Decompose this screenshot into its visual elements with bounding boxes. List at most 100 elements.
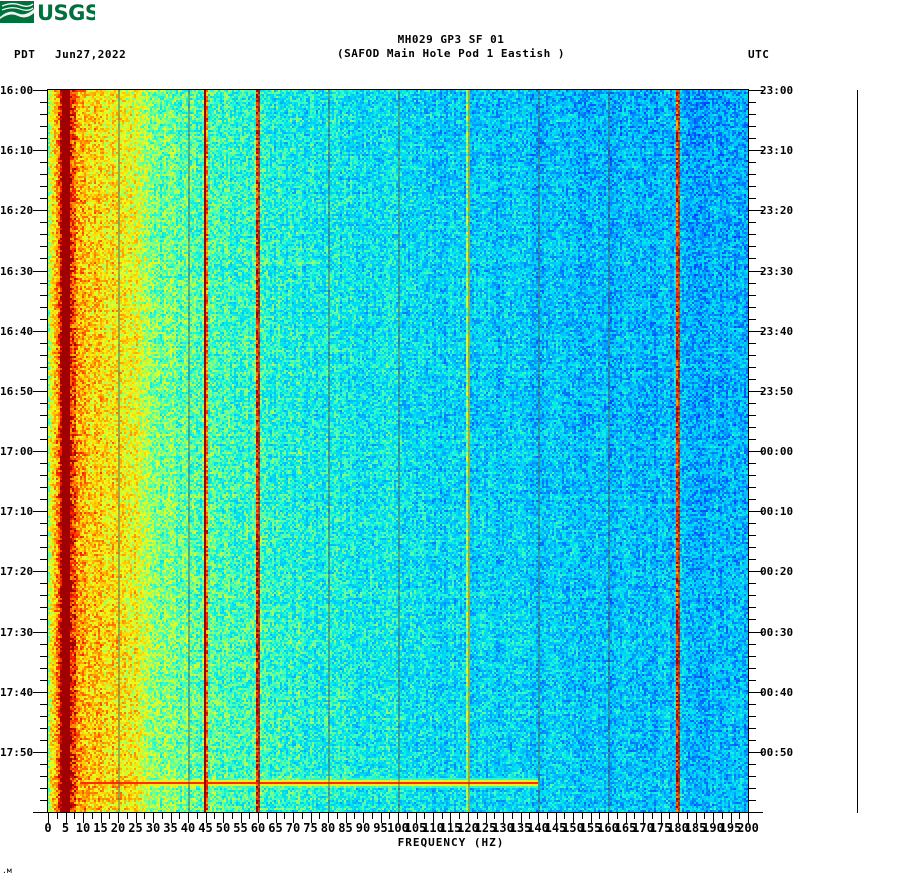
- time-tick-major-right: [749, 90, 763, 91]
- freq-tick-minor: [634, 813, 635, 819]
- freq-tick-minor: [547, 813, 548, 819]
- utc-label: UTC: [748, 48, 770, 61]
- freq-tick-minor: [284, 813, 285, 819]
- freq-tick-major: [136, 813, 137, 823]
- time-label-utc: 00:50: [760, 746, 794, 759]
- time-tick-minor-right: [749, 788, 756, 789]
- freq-tick-minor: [267, 813, 268, 819]
- freq-label: 20: [110, 821, 126, 835]
- freq-label: 155: [579, 821, 602, 835]
- freq-label: 15: [93, 821, 108, 835]
- time-tick-minor-right: [749, 126, 756, 127]
- freq-tick-minor: [564, 813, 565, 819]
- time-tick-minor-left: [40, 222, 47, 223]
- time-tick-minor-right: [749, 186, 756, 187]
- freq-tick-major: [503, 813, 504, 823]
- time-tick-minor-left: [40, 607, 47, 608]
- time-tick-minor-left: [40, 776, 47, 777]
- time-label-utc: 23:30: [760, 265, 794, 278]
- time-tick-major-right: [749, 692, 763, 693]
- time-tick-major-left: [33, 90, 47, 91]
- time-tick-minor-right: [749, 234, 756, 235]
- freq-tick-major: [591, 813, 592, 823]
- freq-tick-major: [521, 813, 522, 823]
- freq-label: 110: [422, 821, 444, 835]
- freq-tick-major: [381, 813, 382, 823]
- freq-label: 0: [44, 821, 52, 835]
- time-tick-minor-right: [749, 138, 756, 139]
- freq-tick-major: [678, 813, 679, 823]
- freq-label: 170: [632, 821, 654, 835]
- time-tick-minor-left: [40, 764, 47, 765]
- time-tick-minor-right: [749, 295, 756, 296]
- freq-label: 160: [597, 821, 619, 835]
- time-tick-minor-right: [749, 499, 756, 500]
- time-tick-minor-left: [40, 668, 47, 669]
- time-tick-minor-right: [749, 367, 756, 368]
- time-tick-major-right: [749, 150, 763, 151]
- time-tick-minor-right: [749, 102, 756, 103]
- freq-tick-minor: [127, 813, 128, 819]
- freq-label: 145: [544, 821, 567, 835]
- time-tick-major-right: [749, 271, 763, 272]
- date-label: Jun27,2022: [55, 48, 127, 61]
- time-tick-major-left: [33, 752, 47, 753]
- time-tick-minor-left: [40, 162, 47, 163]
- freq-tick-minor: [249, 813, 250, 819]
- colorbar-divider: [857, 90, 858, 813]
- freq-tick-minor: [319, 813, 320, 819]
- freq-tick-major: [101, 813, 102, 823]
- chart-title: MH029 GP3 SF 01: [397, 33, 505, 46]
- freq-tick-major: [661, 813, 662, 823]
- time-tick-minor-right: [749, 403, 756, 404]
- spectrogram-plot[interactable]: [48, 90, 748, 812]
- time-tick-major-right: [749, 331, 763, 332]
- freq-tick-major: [556, 813, 557, 823]
- time-tick-major-right: [749, 451, 763, 452]
- time-label-local: 16:00: [0, 84, 34, 97]
- freq-tick-major: [363, 813, 364, 823]
- freq-label: 150: [562, 821, 584, 835]
- freq-label: 115: [439, 821, 462, 835]
- freq-label: 80: [320, 821, 336, 835]
- time-tick-minor-right: [749, 680, 756, 681]
- time-tick-minor-right: [749, 487, 756, 488]
- freq-tick-minor: [74, 813, 75, 819]
- freq-tick-minor: [669, 813, 670, 819]
- freq-tick-minor: [92, 813, 93, 819]
- freq-label: 10: [75, 821, 91, 835]
- time-tick-minor-right: [749, 475, 756, 476]
- time-tick-minor-left: [40, 355, 47, 356]
- time-tick-minor-left: [40, 499, 47, 500]
- axis-bottom-border: [47, 812, 749, 813]
- freq-tick-major: [223, 813, 224, 823]
- freq-label: 185: [684, 821, 707, 835]
- time-tick-minor-left: [40, 463, 47, 464]
- time-tick-minor-right: [749, 716, 756, 717]
- time-tick-minor-left: [40, 319, 47, 320]
- time-tick-minor-right: [749, 800, 756, 801]
- time-tick-minor-right: [749, 547, 756, 548]
- freq-tick-minor: [57, 813, 58, 819]
- time-tick-minor-right: [749, 174, 756, 175]
- freq-label: 25: [128, 821, 143, 835]
- freq-tick-major: [713, 813, 714, 823]
- time-tick-minor-left: [40, 788, 47, 789]
- freq-tick-major: [171, 813, 172, 823]
- corner-artifact: .м: [2, 866, 12, 875]
- time-label-local: 17:30: [0, 626, 34, 639]
- freq-tick-major: [328, 813, 329, 823]
- time-tick-minor-right: [749, 619, 756, 620]
- freq-tick-major: [66, 813, 67, 823]
- time-tick-minor-right: [749, 379, 756, 380]
- freq-tick-minor: [652, 813, 653, 819]
- freq-tick-minor: [162, 813, 163, 819]
- freq-tick-minor: [704, 813, 705, 819]
- time-tick-minor-right: [749, 283, 756, 284]
- time-tick-major-left: [33, 511, 47, 512]
- time-tick-major-left: [33, 210, 47, 211]
- freq-label: 90: [355, 821, 371, 835]
- freq-tick-major: [258, 813, 259, 823]
- time-tick-minor-left: [40, 186, 47, 187]
- time-tick-minor-left: [40, 487, 47, 488]
